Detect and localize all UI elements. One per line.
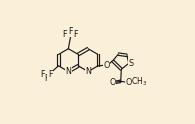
Text: O: O [125,78,132,87]
Text: O: O [109,78,115,87]
Text: F: F [73,30,78,39]
Text: F: F [44,74,49,83]
Text: F: F [63,30,67,39]
Text: S: S [129,59,134,68]
Text: CH$_3$: CH$_3$ [131,76,147,88]
Text: F: F [48,70,52,79]
Text: N: N [85,67,91,76]
Text: N: N [66,67,71,76]
Text: O: O [103,61,110,70]
Text: F: F [68,28,73,36]
Text: F: F [40,70,44,79]
